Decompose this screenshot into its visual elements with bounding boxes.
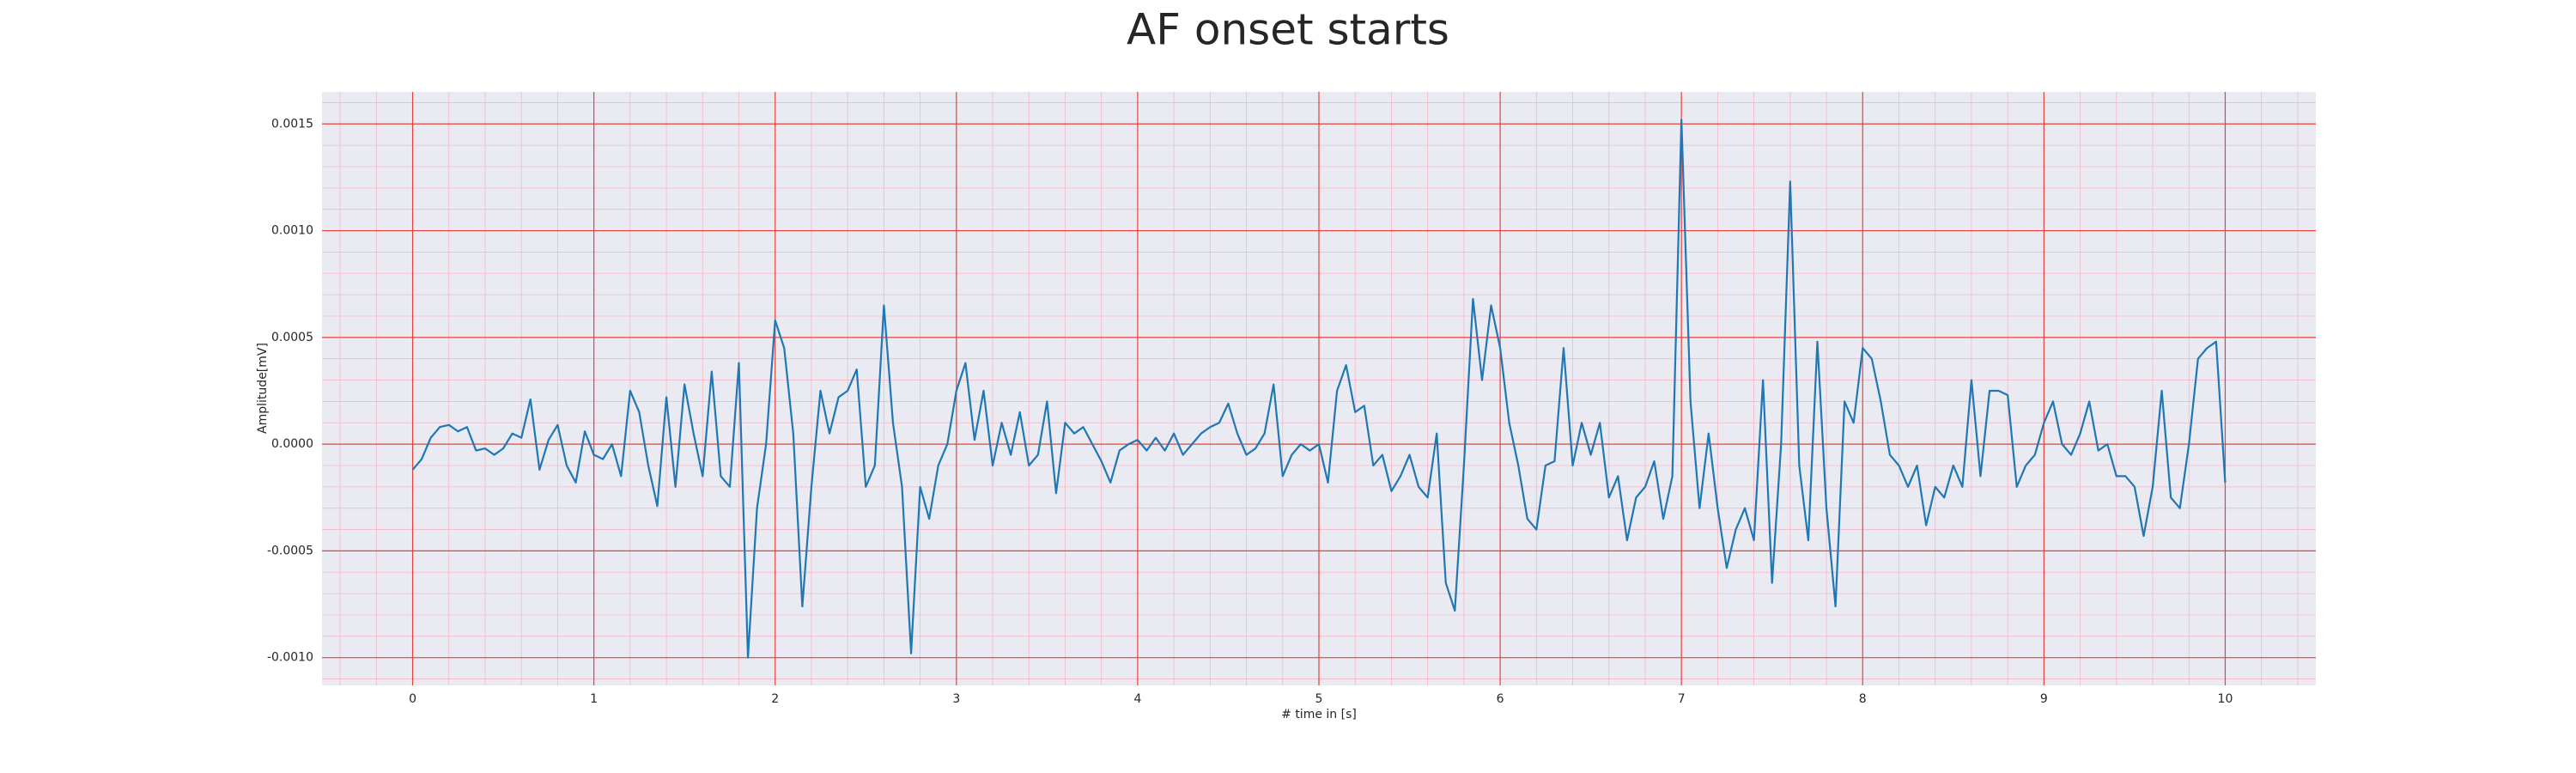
y-tick-label: -0.0010 (267, 651, 313, 665)
x-tick-label: 2 (771, 692, 779, 706)
x-tick-label: 9 (2040, 692, 2048, 706)
x-tick-label: 6 (1497, 692, 1504, 706)
x-tick-label: 7 (1678, 692, 1686, 706)
y-axis-label: Amplitude[mV] (256, 343, 270, 434)
x-tick-label: 3 (952, 692, 960, 706)
x-tick-label: 0 (409, 692, 416, 706)
y-tick-label: 0.0000 (271, 437, 313, 451)
x-tick-label: 1 (590, 692, 598, 706)
x-tick-label: 8 (1859, 692, 1867, 706)
x-tick-label: 10 (2218, 692, 2233, 706)
data-line (411, 119, 2227, 659)
x-tick-label: 4 (1133, 692, 1141, 706)
chart-title: AF onset starts (1127, 5, 1449, 55)
x-axis-label: # time in [s] (1281, 708, 1357, 721)
y-tick-label: 0.0005 (271, 331, 313, 344)
y-tick-label: 0.0010 (271, 224, 313, 238)
y-tick-label: 0.0015 (271, 117, 313, 131)
y-tick-label: -0.0005 (267, 544, 313, 557)
x-tick-label: 5 (1315, 692, 1323, 706)
